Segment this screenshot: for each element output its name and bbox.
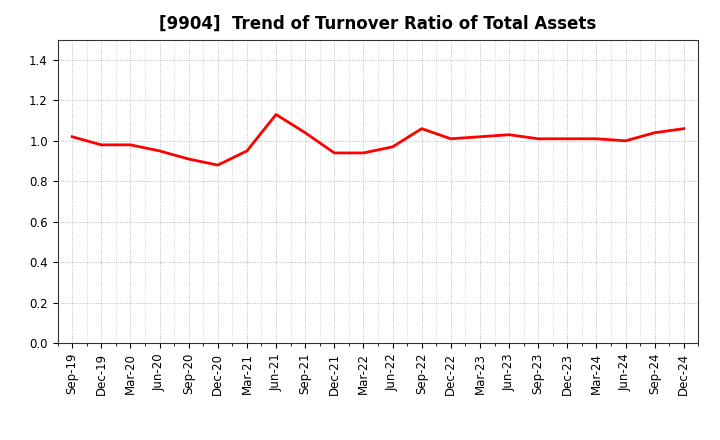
Title: [9904]  Trend of Turnover Ratio of Total Assets: [9904] Trend of Turnover Ratio of Total … [159, 15, 597, 33]
